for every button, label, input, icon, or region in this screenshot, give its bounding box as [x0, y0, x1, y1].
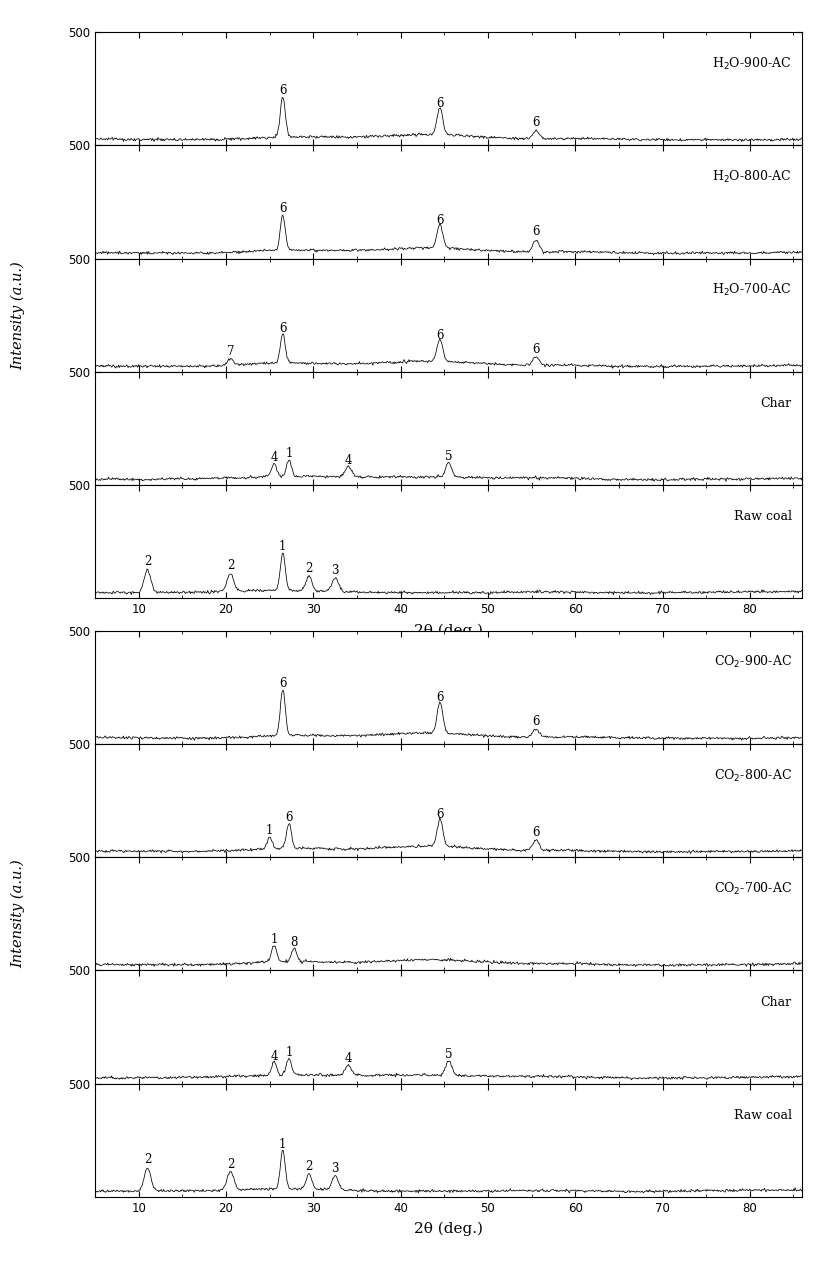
Text: 6: 6: [279, 677, 286, 690]
Text: Char: Char: [761, 996, 791, 1009]
Text: 4: 4: [345, 1051, 352, 1066]
Text: 1: 1: [270, 933, 278, 946]
Text: H$_2$O-700-AC: H$_2$O-700-AC: [712, 282, 791, 299]
Text: CO$_2$-700-AC: CO$_2$-700-AC: [714, 880, 791, 897]
Text: CO$_2$-800-AC: CO$_2$-800-AC: [714, 767, 791, 784]
Text: 6: 6: [279, 322, 286, 335]
Text: 6: 6: [533, 342, 540, 355]
Text: 6: 6: [436, 808, 443, 821]
Text: 1: 1: [279, 539, 286, 553]
Text: 6: 6: [533, 116, 540, 129]
X-axis label: 2θ (deg.): 2θ (deg.): [414, 623, 483, 637]
Text: 1: 1: [285, 1046, 293, 1059]
Text: 6: 6: [436, 329, 443, 342]
Text: 6: 6: [533, 825, 540, 839]
Text: H$_2$O-900-AC: H$_2$O-900-AC: [712, 55, 791, 72]
Text: 6: 6: [533, 714, 540, 727]
Text: 6: 6: [436, 214, 443, 227]
Text: 4: 4: [270, 1050, 278, 1063]
Text: 7: 7: [227, 345, 234, 358]
Text: 2: 2: [144, 1153, 151, 1166]
Text: 3: 3: [332, 564, 339, 577]
X-axis label: 2θ (deg.): 2θ (deg.): [414, 1221, 483, 1236]
Text: 4: 4: [345, 453, 352, 467]
Text: 2: 2: [144, 555, 151, 568]
Text: CO$_2$-900-AC: CO$_2$-900-AC: [714, 654, 791, 671]
Text: 6: 6: [436, 691, 443, 704]
Text: 5: 5: [445, 450, 452, 463]
Text: 3: 3: [332, 1162, 339, 1175]
Text: Raw coal: Raw coal: [734, 511, 791, 524]
Text: 1: 1: [266, 824, 274, 838]
Text: 6: 6: [436, 98, 443, 111]
Text: 5: 5: [445, 1049, 452, 1062]
Text: Char: Char: [761, 398, 791, 411]
Text: 6: 6: [279, 84, 286, 97]
Text: 6: 6: [279, 202, 286, 215]
Text: 1: 1: [285, 448, 293, 461]
Text: 1: 1: [279, 1138, 286, 1151]
Text: 6: 6: [285, 811, 293, 824]
Text: 6: 6: [533, 225, 540, 238]
Text: Intensity (a.u.): Intensity (a.u.): [11, 261, 26, 369]
Text: 2: 2: [305, 1160, 313, 1172]
Text: H$_2$O-800-AC: H$_2$O-800-AC: [712, 169, 791, 185]
Text: 4: 4: [270, 452, 278, 465]
Text: Intensity (a.u.): Intensity (a.u.): [11, 860, 26, 968]
Text: 2: 2: [305, 562, 313, 575]
Text: 2: 2: [227, 560, 234, 573]
Text: Raw coal: Raw coal: [734, 1109, 791, 1122]
Text: 8: 8: [290, 936, 298, 949]
Text: 2: 2: [227, 1157, 234, 1171]
